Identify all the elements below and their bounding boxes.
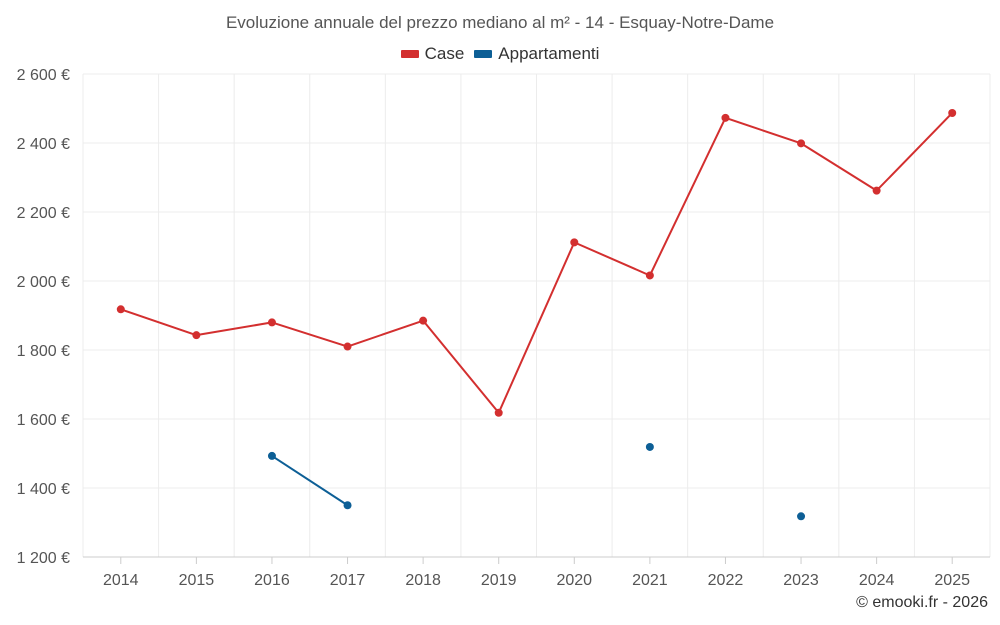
data-point-case <box>797 139 806 148</box>
x-tick-label: 2023 <box>783 572 819 589</box>
series-line-case <box>875 111 954 192</box>
data-point-case <box>116 305 125 314</box>
series-line-case <box>195 321 273 337</box>
series-line-case <box>573 241 651 277</box>
legend-label-case: Case <box>424 44 465 63</box>
x-tick-label: 2021 <box>632 572 668 589</box>
copyright-credit: © emooki.fr - 2026 <box>856 594 988 611</box>
y-tick-label: 2 000 € <box>17 274 70 291</box>
x-tick-label: 2014 <box>103 572 139 589</box>
x-tick-label: 2024 <box>859 572 895 589</box>
chart-title: Evoluzione annuale del prezzo mediano al… <box>225 13 775 32</box>
y-tick-label: 1 400 € <box>17 481 70 498</box>
legend-swatch-appartamenti <box>474 50 493 58</box>
data-point-case <box>343 342 352 351</box>
series-line-case <box>270 321 349 348</box>
series-line-appartamenti <box>270 454 349 507</box>
data-point-case <box>721 113 730 122</box>
legend-label-appartamenti: Appartamenti <box>498 44 600 63</box>
x-tick-label: 2016 <box>254 572 290 589</box>
y-tick-label: 1 800 € <box>17 343 70 360</box>
x-tick-label: 2020 <box>556 572 592 589</box>
data-point-case <box>570 238 579 247</box>
data-point-appartamenti <box>343 501 352 510</box>
series-line-case <box>648 116 727 277</box>
data-point-case <box>419 316 428 325</box>
data-point-case <box>872 186 881 195</box>
x-tick-label: 2019 <box>481 572 517 589</box>
data-point-appartamenti <box>267 451 276 460</box>
data-point-appartamenti <box>645 442 654 451</box>
series-line-case <box>346 319 425 348</box>
y-tick-label: 2 200 € <box>17 205 70 222</box>
x-tick-label: 2022 <box>708 572 744 589</box>
series-line-case <box>119 308 198 337</box>
data-point-case <box>948 108 957 117</box>
data-point-case <box>645 271 654 280</box>
x-tick-label: 2017 <box>330 572 366 589</box>
legend-swatch-case <box>400 50 419 58</box>
series-line-case <box>800 142 878 192</box>
data-point-appartamenti <box>797 512 806 521</box>
y-tick-label: 2 600 € <box>17 67 70 84</box>
series-line-case <box>422 319 500 414</box>
data-point-case <box>267 318 276 327</box>
legend-item-case[interactable]: Case <box>400 44 465 64</box>
x-tick-label: 2015 <box>179 572 215 589</box>
chart-legend: Case Appartamenti <box>0 44 1000 64</box>
data-point-case <box>192 331 201 340</box>
x-tick-label: 2018 <box>405 572 441 589</box>
y-tick-label: 1 200 € <box>17 550 70 567</box>
y-tick-label: 2 400 € <box>17 136 70 153</box>
series-line-case <box>497 241 576 414</box>
x-tick-label: 2025 <box>934 572 970 589</box>
data-point-case <box>494 408 503 417</box>
series-line-case <box>724 116 803 145</box>
y-tick-label: 1 600 € <box>17 412 70 429</box>
legend-item-appartamenti[interactable]: Appartamenti <box>474 44 599 64</box>
